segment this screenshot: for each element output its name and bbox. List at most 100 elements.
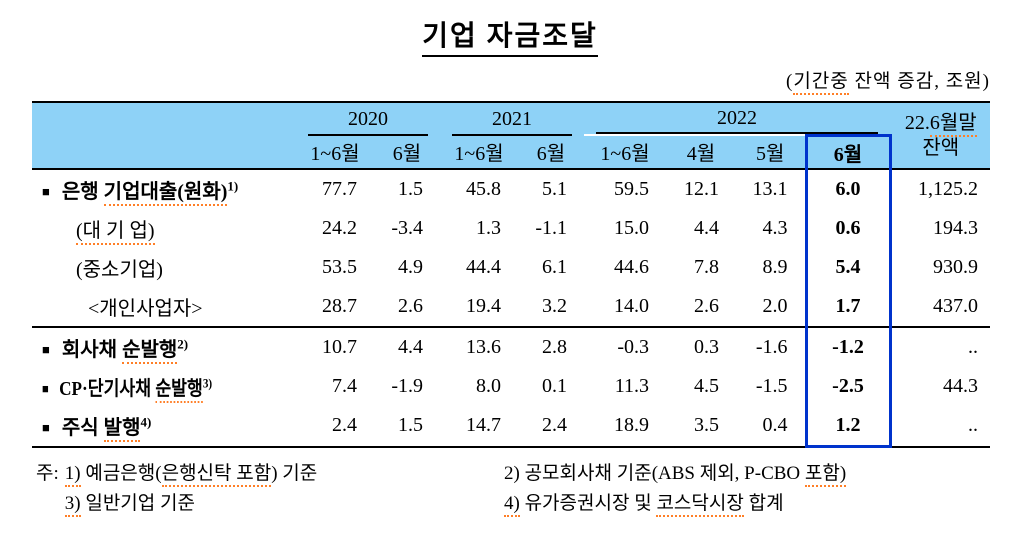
value-cell: 0.4 [762,414,788,437]
text-segment: 기간중 [793,71,849,95]
month-header: 1~6월 [296,135,374,170]
value-cell: 18.9 [614,414,649,437]
value-cell: 12.1 [684,178,719,200]
footnote-ref: 4) [140,414,152,430]
text-segment: 기업대출(원화) [103,181,228,206]
text-segment: 순발행 [122,339,178,364]
table-row: (중소기업) 53.5 4.9 44.4 6.1 44.6 7.8 8.9 5.4 930.9 [32,248,990,287]
footnote-ref: 1) [227,178,239,194]
footnote-item: 3) 일반기업 기준 [64,489,318,519]
value-cell: -1.9 [391,375,423,397]
value-cell: 3.2 [518,287,584,328]
table-row: ■ CP·단기사채 순발행3) 7.4 -1.9 8.0 0.1 11.3 4.5 -1.5 -2… [32,367,990,406]
footnotes: 주: 1) 예금은행(은행신탁 포함) 기준 3) 일반기업 기준 2) 공모회사… [36,459,1020,519]
value-cell: 13.1 [752,178,788,200]
month-header: 6월 [804,134,892,170]
text-segment: 순발행 [155,378,203,403]
value-cell: 2.0 [736,287,806,328]
balance-header: 22.6월말 잔액 [890,102,990,170]
footnote-items-left: 1) 예금은행(은행신탁 포함) 기준 3) 일반기업 기준 [64,459,318,519]
bullet-icon: ■ [42,420,50,436]
text-segment: (중소기업) [76,259,163,281]
value-cell: 14.7 [466,414,501,437]
bullet-icon: ■ [42,184,50,199]
value-cell: -0.3 [617,336,649,358]
value-cell: 2.8 [542,336,567,358]
text-segment: 합계 [743,493,784,514]
text-segment: 코스닥시장 [656,493,744,517]
footnotes-right: 2) 공모회사채 기준(ABS 제외, P-CBO 포함) 4) 유가증권시장 및… [504,459,847,519]
value-cell: 24.2 [322,217,357,239]
value-cell: 4.5 [694,375,719,397]
year-header: 2020 [296,102,440,136]
corner-cell [32,102,296,170]
value-cell: -1.5 [755,375,788,397]
value-cell: 44.4 [466,256,501,278]
balance-cell: .. [968,336,978,358]
text-segment: ) 기준 [271,463,318,484]
footnote-ref: 3) [202,375,213,391]
month-header: 1~6월 [440,135,518,170]
table-row: ■ 회사채 순발행2) 10.7 4.4 13.6 2.8 -0.3 0.3 -1.6 -1.2.… [32,327,990,367]
text-segment: 은행신탁 포함 [161,463,272,487]
year-header: 2022 [584,102,890,136]
value-cell: 7.8 [694,256,719,278]
text-segment: 4) [504,493,520,517]
text-segment: 은행 [61,181,104,203]
page: 기업 자금조달 (기간중 잔액 증감, 조원) 2020 2021 2022 22.6… [0,14,1020,519]
financing-table: 2020 2021 2022 22.6월말 잔액 1~6월 6월 1~6월 6월 1~6월 4월 5월… [32,101,990,448]
value-cell: -2.5 [804,367,892,406]
value-cell: 4.4 [398,336,423,358]
footnote-items-right: 2) 공모회사채 기준(ABS 제외, P-CBO 포함) 4) 유가증권시장 및… [504,459,847,519]
row-label-text: ■ CP·단기사채 순발행3) [42,372,213,403]
footnote-prefix: 주: [36,463,59,484]
row-label: ■ CP·단기사채 순발행3) [32,367,296,406]
value-cell: 2.4 [332,414,357,437]
text-segment: 발행 [103,417,141,443]
row-label: ■ 주식 발행4) [32,406,296,447]
value-cell: 45.8 [466,178,501,200]
value-cell: 53.5 [322,256,357,278]
row-label: (중소기업) [32,248,296,287]
text-segment: <개인사업자> [88,298,203,320]
balance-header-line2: 잔액 [922,136,960,159]
value-cell: 2.6 [666,287,736,328]
unit-note: (기간중 잔액 증감, 조원) [0,66,990,95]
value-cell: 77.7 [322,178,357,200]
value-cell: 19.4 [440,287,518,328]
value-cell: 10.7 [322,336,357,358]
value-cell: 44.6 [614,256,649,278]
value-cell: -3.4 [391,217,423,239]
page-title: 기업 자금조달 [0,14,1020,57]
row-label-text: (중소기업) [76,259,163,281]
value-cell: 2.4 [542,414,567,437]
footnote-item: 4) 유가증권시장 및 코스닥시장 합계 [504,489,846,519]
text-segment: 일반기업 기준 [80,493,195,514]
row-label-text: ■ 은행 기업대출(원화)1) [42,178,239,206]
row-label-text: ■ 회사채 순발행2) [42,337,188,364]
balance-cell: 437.0 [890,287,990,328]
text-segment: 유가증권시장 및 [519,493,657,514]
footnote-item: 1) 예금은행(은행신탁 포함) 기준 [64,459,318,489]
row-label: ■ 은행 기업대출(원화)1) [32,169,296,209]
text-segment: CP·단기사채 [59,378,156,400]
value-cell: 6.0 [804,169,892,209]
text-segment: 1) [64,463,81,487]
month-header: 6월 [518,135,584,170]
month-header: 6월 [374,135,440,170]
text-segment: 3) [64,493,81,517]
table-row: ■ 은행 기업대출(원화)1) 77.7 1.5 45.8 5.1 59.5 12.1 13.1… [32,169,990,209]
value-cell: 1.5 [398,178,423,200]
value-cell: 15.0 [614,217,649,239]
text-segment: 예금은행( [80,463,162,484]
text-segment: 6월말 [929,111,977,137]
text-segment: (대 기 업) [76,220,155,245]
value-cell: 0.3 [694,336,719,358]
value-cell: -1.2 [804,327,892,367]
value-cell: 0.6 [804,209,892,248]
footnotes-left: 주: 1) 예금은행(은행신탁 포함) 기준 3) 일반기업 기준 [36,459,504,519]
balance-cell: 1,125.2 [918,178,978,200]
value-cell: 8.0 [476,375,501,397]
footnote-item: 2) 공모회사채 기준(ABS 제외, P-CBO 포함) [504,459,847,489]
value-cell: 1.5 [398,414,423,437]
